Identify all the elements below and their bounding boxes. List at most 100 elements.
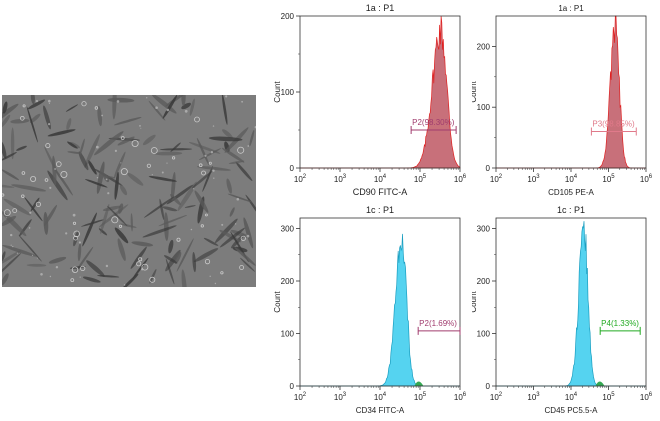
debris [254, 126, 256, 129]
debris [213, 177, 215, 179]
cell [73, 230, 79, 247]
cell [114, 227, 129, 244]
round-cell [204, 259, 211, 265]
plot-frame [299, 217, 461, 387]
cell [100, 203, 110, 234]
cell [196, 166, 232, 171]
debris [204, 154, 207, 157]
round-cell [30, 176, 37, 183]
y-tick-label: 0 [290, 382, 295, 391]
cell [235, 161, 253, 182]
round-cell [201, 170, 206, 176]
debris [246, 234, 250, 238]
cd105-histogram: 1a : P1 102 103 104 105 106 0 100 200 CD105 PE-A C… [472, 4, 653, 197]
cell [181, 269, 188, 287]
debris [10, 233, 13, 237]
cell [87, 159, 97, 175]
round-cell [118, 224, 123, 228]
debris [241, 100, 244, 103]
y-tick-label: 200 [281, 12, 295, 21]
cell [221, 95, 228, 125]
cell [66, 118, 72, 131]
round-cell [204, 213, 208, 217]
cell [148, 176, 177, 182]
cell [118, 203, 124, 214]
cell [158, 215, 188, 227]
debris [105, 264, 109, 268]
debris [12, 246, 14, 248]
plot-frame [495, 15, 647, 169]
debris [40, 273, 43, 276]
x-tick-label: 106 [640, 174, 653, 184]
cell [30, 95, 35, 105]
cell [2, 251, 6, 262]
debris [96, 177, 99, 179]
cell [176, 238, 194, 272]
x-axis-label: CD34 FITC-A [356, 406, 405, 415]
x-tick-label: 106 [454, 174, 467, 184]
debris [10, 244, 12, 246]
cd45-histogram: 1c : P1 102 103 104 105 106 0 100 200 300 CD45 PC5… [472, 205, 653, 415]
x-tick-label: 103 [334, 174, 347, 184]
x-tick-label: 104 [374, 174, 387, 184]
debris [139, 125, 141, 127]
cell [171, 172, 176, 202]
cell [47, 170, 68, 201]
debris [16, 252, 18, 254]
cell [188, 142, 221, 154]
debris [151, 174, 153, 176]
cell [117, 136, 135, 146]
cell [163, 212, 169, 241]
debris [212, 169, 215, 172]
cell [165, 258, 175, 285]
debris [78, 241, 81, 244]
round-cell [35, 201, 42, 207]
x-tick-label: 104 [565, 174, 578, 184]
cell [107, 205, 128, 227]
debris [225, 95, 228, 98]
cell [227, 193, 253, 203]
round-cell [239, 265, 245, 270]
cell [120, 223, 137, 228]
round-cell [21, 194, 25, 198]
cell [142, 134, 156, 146]
x-tick-label: 104 [374, 392, 387, 402]
cell [159, 198, 165, 221]
cell [249, 129, 255, 147]
x-tick-label: 102 [294, 392, 307, 402]
cell [18, 234, 42, 262]
debris [29, 211, 32, 214]
y-tick-label: 200 [281, 277, 295, 286]
debris [54, 168, 56, 170]
cell [121, 273, 139, 287]
y-axis-label: Count [472, 291, 478, 313]
debris [247, 145, 250, 147]
cell [174, 251, 182, 264]
round-cell [237, 146, 245, 154]
debris [210, 151, 214, 154]
debris [48, 123, 51, 126]
x-tick-label: 103 [527, 392, 540, 402]
cell [2, 250, 22, 266]
cell [214, 218, 238, 244]
round-cell [120, 168, 128, 176]
x-tick-label: 104 [565, 392, 578, 402]
debris [105, 178, 108, 181]
cell [67, 151, 82, 154]
round-cell [146, 163, 151, 168]
debris [146, 97, 148, 99]
y-axis-label: Count [472, 81, 478, 103]
debris [49, 186, 52, 189]
cell [230, 229, 249, 238]
cell [24, 197, 43, 222]
cell [102, 173, 110, 183]
round-cell [172, 156, 176, 160]
gate-label: P2(98.30%) [412, 118, 455, 127]
cell [26, 263, 47, 267]
round-cell [19, 115, 25, 121]
round-cell [73, 230, 80, 238]
cell [2, 114, 11, 128]
round-cell [141, 263, 149, 271]
debris [123, 284, 126, 286]
debris [28, 227, 31, 229]
